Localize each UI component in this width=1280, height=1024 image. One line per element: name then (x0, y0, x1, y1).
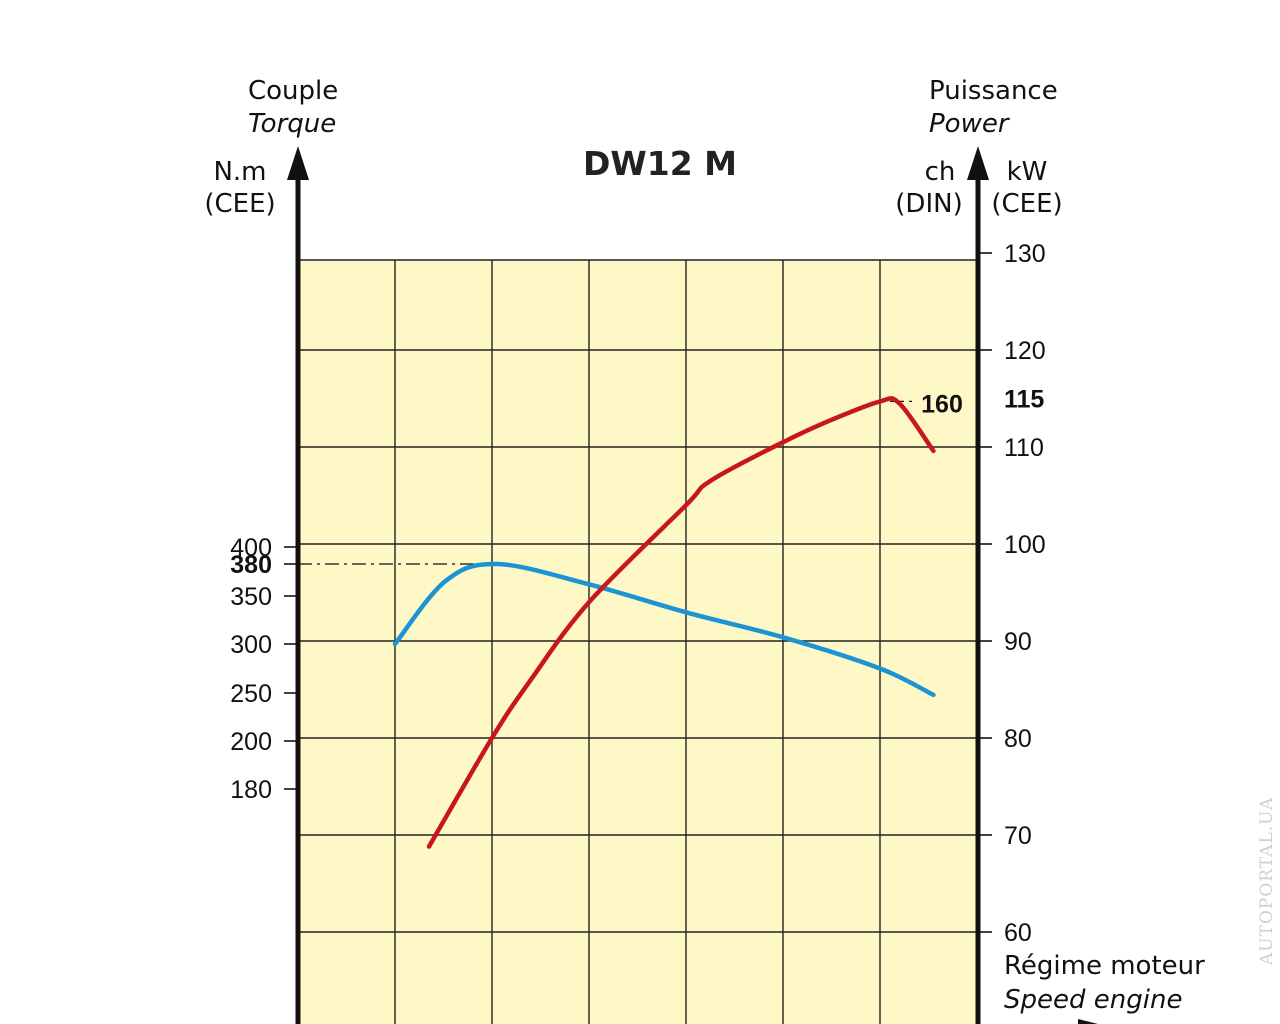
right-axis-tick-label: 110 (1004, 434, 1044, 462)
x-axis-arrow (1078, 1019, 1098, 1024)
left-axis-tick-label: 200 (230, 728, 272, 756)
right-axis-kw-unit-note: (CEE) (991, 189, 1062, 219)
left-axis-tick-label: 180 (230, 776, 272, 804)
plot-background (298, 260, 978, 1024)
right-axis-tick-label: 90 (1004, 628, 1032, 656)
right-axis-ch-unit: ch (925, 157, 956, 187)
torque-curve (392, 561, 936, 698)
left-axis-label-en: Torque (248, 109, 336, 139)
left-axis-tick-label: 350 (230, 583, 272, 611)
left-axis-label: Couple (248, 76, 338, 106)
right-axis-tick-label: 115 (1004, 386, 1044, 414)
x-axis-label: Régime moteur (1004, 951, 1205, 981)
left-axis-tick-label: 400 (230, 534, 272, 562)
power-peak-ch-label: 160 (921, 390, 963, 418)
right-axis-ch-unit-note: (DIN) (895, 189, 962, 219)
chart-title: DW12 M (583, 144, 737, 183)
right-axis-tick-label: 60 (1004, 919, 1032, 947)
right-axis-ticks (978, 252, 992, 933)
left-axis-tick-label: 380 (230, 551, 272, 579)
right-axis-tick-label: 70 (1004, 822, 1032, 850)
right-axis-tick-labels: 130 120 115 110 100 90 80 70 60 (1004, 240, 1046, 947)
watermark: AUTOPORTAL.UA (1257, 797, 1277, 966)
right-axis-tick-label: 80 (1004, 725, 1032, 753)
left-axis-unit: N.m (213, 157, 266, 187)
right-axis-kw-unit: kW (1007, 157, 1048, 187)
right-axis-tick-label: 130 (1004, 240, 1046, 268)
left-axis-tick-label: 300 (230, 631, 272, 659)
grid (298, 259, 978, 1024)
right-axis-arrow (967, 146, 989, 180)
x-axis-label-en: Speed engine (1004, 985, 1182, 1015)
left-axis-arrow (287, 146, 309, 180)
right-axis-label-en: Power (929, 109, 1011, 139)
right-axis-label: Puissance (929, 76, 1058, 106)
right-axis-tick-label: 120 (1004, 337, 1046, 365)
left-axis-ticks (284, 546, 298, 790)
left-axis-unit-note: (CEE) (204, 189, 275, 219)
power-curve (426, 396, 936, 849)
right-axis-tick-label: 100 (1004, 531, 1046, 559)
left-axis-tick-label: 250 (230, 680, 272, 708)
